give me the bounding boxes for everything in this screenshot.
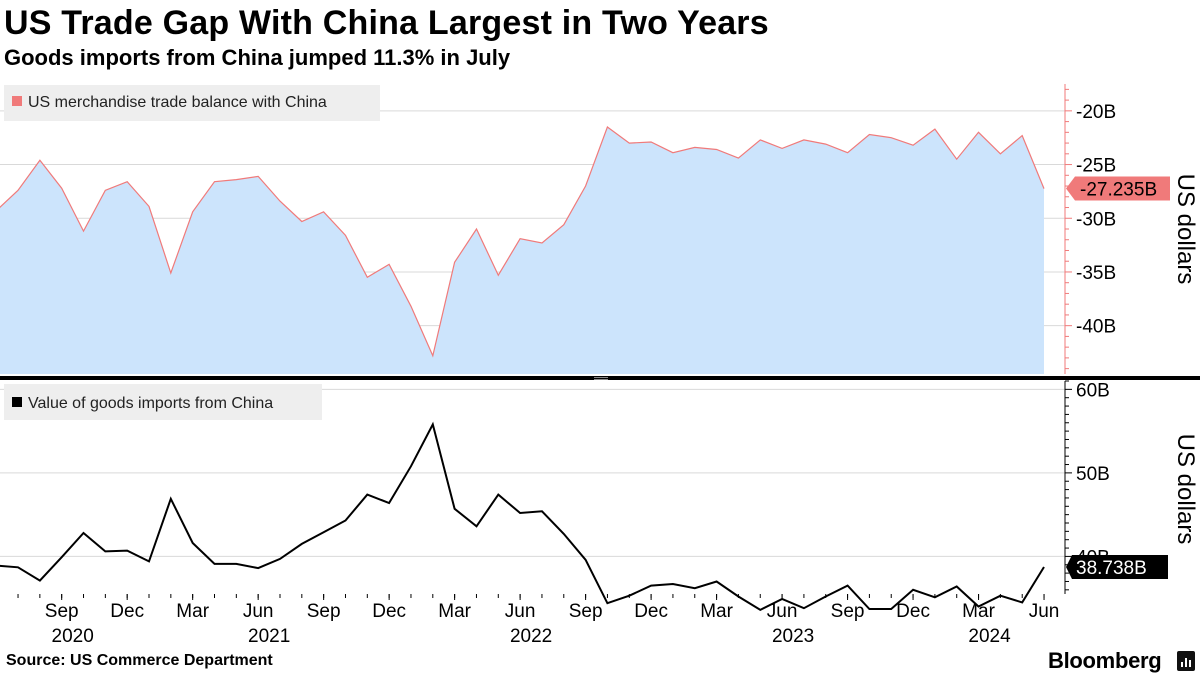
bloomberg-chart-icon [1177,651,1195,671]
balance-tick-label: -40B [1076,317,1116,338]
imports-last-value: 38.738B [1066,554,1168,579]
balance-legend-swatch [12,96,22,106]
balance-last-value-label: -27.235B [1080,180,1157,201]
imports-legend-swatch [12,397,22,407]
x-month-label: Jun [505,601,536,622]
imports-legend-label: Value of goods imports from China [28,395,273,412]
panel-divider [0,376,1200,380]
x-month-label: Jun [243,601,274,622]
x-month-label: Dec [896,601,930,622]
x-year-label: 2024 [968,626,1011,647]
x-month-label: Dec [372,601,406,622]
imports-tick-label: 60B [1076,380,1110,401]
x-month-label: Sep [307,601,341,622]
x-month-label: Jun [767,601,798,622]
balance-legend-label: US merchandise trade balance with China [28,94,327,111]
x-year-label: 2022 [510,626,552,647]
imports-line [0,421,1045,612]
chart-subtitle: Goods imports from China jumped 11.3% in… [4,45,511,70]
x-year-label: 2023 [772,626,814,647]
x-month-label: Jun [1029,601,1060,622]
x-month-label: Mar [438,601,471,622]
balance-tick-label: -20B [1076,102,1116,123]
balance-line [0,126,1045,358]
x-month-label: Dec [110,601,144,622]
x-axis: Sep Dec Mar Jun Sep Dec Mar Jun Sep Dec Mar Jun Sep D… [17,594,1060,647]
x-year-label: 2021 [248,626,290,647]
balance-legend: US merchandise trade balance with China [4,85,380,121]
x-month-label: Mar [176,601,209,622]
x-month-label: Sep [45,601,79,622]
balance-last-value: -27.235B [1066,176,1170,201]
x-month-label: Sep [831,601,865,622]
balance-tick-label: -25B [1076,156,1116,177]
imports-y-axis-title: US dollars [1172,434,1199,545]
balance-y-axis-title: US dollars [1172,174,1199,285]
source-note: Source: US Commerce Department [6,652,273,669]
balance-tick-label: -30B [1076,209,1116,230]
imports-panel: 40B50B60B Value of goods imports from Ch… [0,380,1199,612]
x-month-label: Mar [700,601,733,622]
bloomberg-logo: Bloomberg [1048,648,1162,673]
imports-legend: Value of goods imports from China [4,384,322,420]
x-year-label: 2020 [52,626,94,647]
x-month-label: Sep [569,601,603,622]
balance-area [0,127,1044,374]
balance-panel: -40B -35B -30B -25B -20B US merchandise trad… [0,84,1199,374]
balance-tick-label: -35B [1076,263,1116,284]
x-month-label: Mar [962,601,995,622]
x-month-label: Dec [634,601,668,622]
chart-title: US Trade Gap With China Largest in Two Y… [4,4,769,42]
imports-last-value-label: 38.738B [1076,558,1147,579]
imports-tick-label: 50B [1076,464,1110,485]
